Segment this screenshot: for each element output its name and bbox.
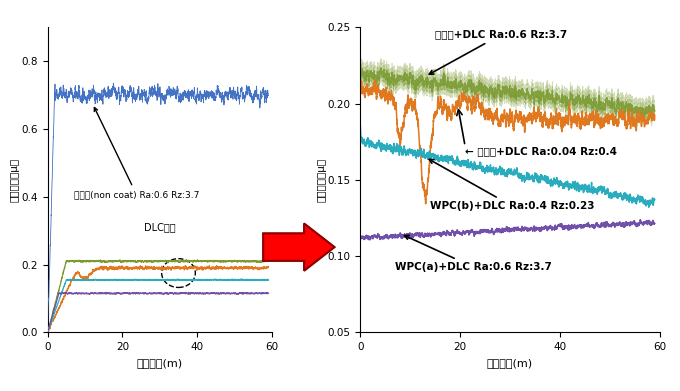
Text: WPC(a)+DLC Ra:0.6 Rz:3.7: WPC(a)+DLC Ra:0.6 Rz:3.7 bbox=[395, 235, 552, 272]
Text: 研削面(non coat) Ra:0.6 Rz:3.7: 研削面(non coat) Ra:0.6 Rz:3.7 bbox=[73, 108, 199, 199]
Text: DLC被覆: DLC被覆 bbox=[144, 222, 175, 232]
FancyArrow shape bbox=[263, 223, 335, 271]
X-axis label: 摺動距離(m): 摺動距離(m) bbox=[487, 358, 533, 368]
Y-axis label: 摩擦係数（μ）: 摩擦係数（μ） bbox=[10, 158, 20, 202]
Text: WPC(b)+DLC Ra:0.4 Rz:0.23: WPC(b)+DLC Ra:0.4 Rz:0.23 bbox=[429, 160, 595, 211]
Text: ← 研磨面+DLC Ra:0.04 Rz:0.4: ← 研磨面+DLC Ra:0.04 Rz:0.4 bbox=[465, 146, 617, 156]
Y-axis label: 摩擦係数（μ）: 摩擦係数（μ） bbox=[316, 158, 326, 202]
X-axis label: 摺動距離(m): 摺動距離(m) bbox=[137, 358, 183, 368]
Text: 研削面+DLC Ra:0.6 Rz:3.7: 研削面+DLC Ra:0.6 Rz:3.7 bbox=[429, 30, 567, 74]
